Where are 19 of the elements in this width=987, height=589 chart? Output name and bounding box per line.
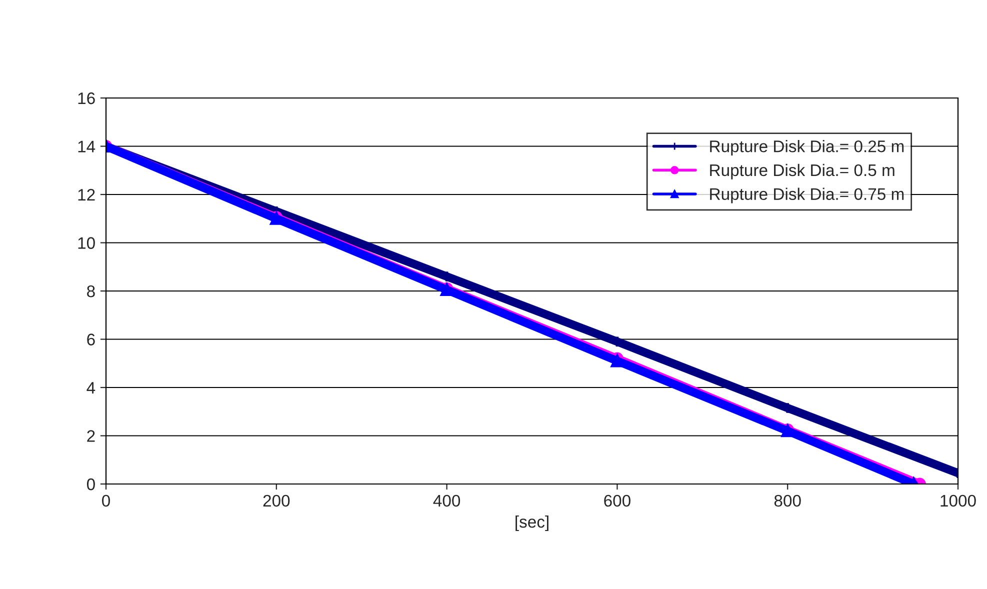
- y-tick-label: 6: [87, 334, 95, 346]
- x-tick-label: 400: [433, 494, 460, 507]
- y-tick-label: 14: [78, 140, 96, 152]
- y-tick-label: 8: [87, 285, 95, 298]
- legend-label: Rupture Disk Dia.= 0.25 m: [710, 140, 904, 156]
- x-tick-label: 600: [604, 494, 630, 507]
- x-tick-label: 0: [102, 494, 110, 507]
- x-axis-title: [sec]: [516, 516, 548, 532]
- y-tick-label: 4: [86, 382, 96, 394]
- x-tick-label: 1000: [940, 494, 976, 507]
- x-tick-label: 200: [263, 494, 290, 507]
- y-tick-label: 0: [86, 478, 95, 490]
- x-tick-label: 800: [774, 494, 801, 507]
- legend-label: Rupture Disk Dia.= 0.5 m: [710, 164, 894, 180]
- y-tick-label: 10: [78, 237, 95, 249]
- y-tick-label: 16: [78, 92, 95, 104]
- legend-label: Rupture Disk Dia.= 0.75 m: [710, 188, 904, 204]
- y-tick-label: 12: [78, 188, 95, 201]
- y-tick-label: 2: [87, 430, 95, 442]
